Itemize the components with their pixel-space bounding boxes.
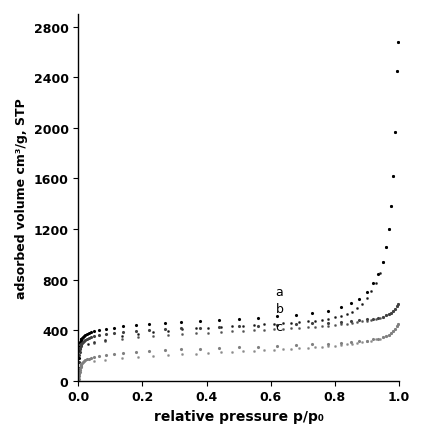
Text: b: b	[275, 303, 283, 316]
Text: c: c	[275, 320, 283, 333]
Text: a: a	[275, 285, 283, 298]
Y-axis label: adsorbed volume cm³/g, STP: adsorbed volume cm³/g, STP	[15, 98, 28, 298]
X-axis label: relative pressure p/p₀: relative pressure p/p₀	[154, 409, 323, 423]
